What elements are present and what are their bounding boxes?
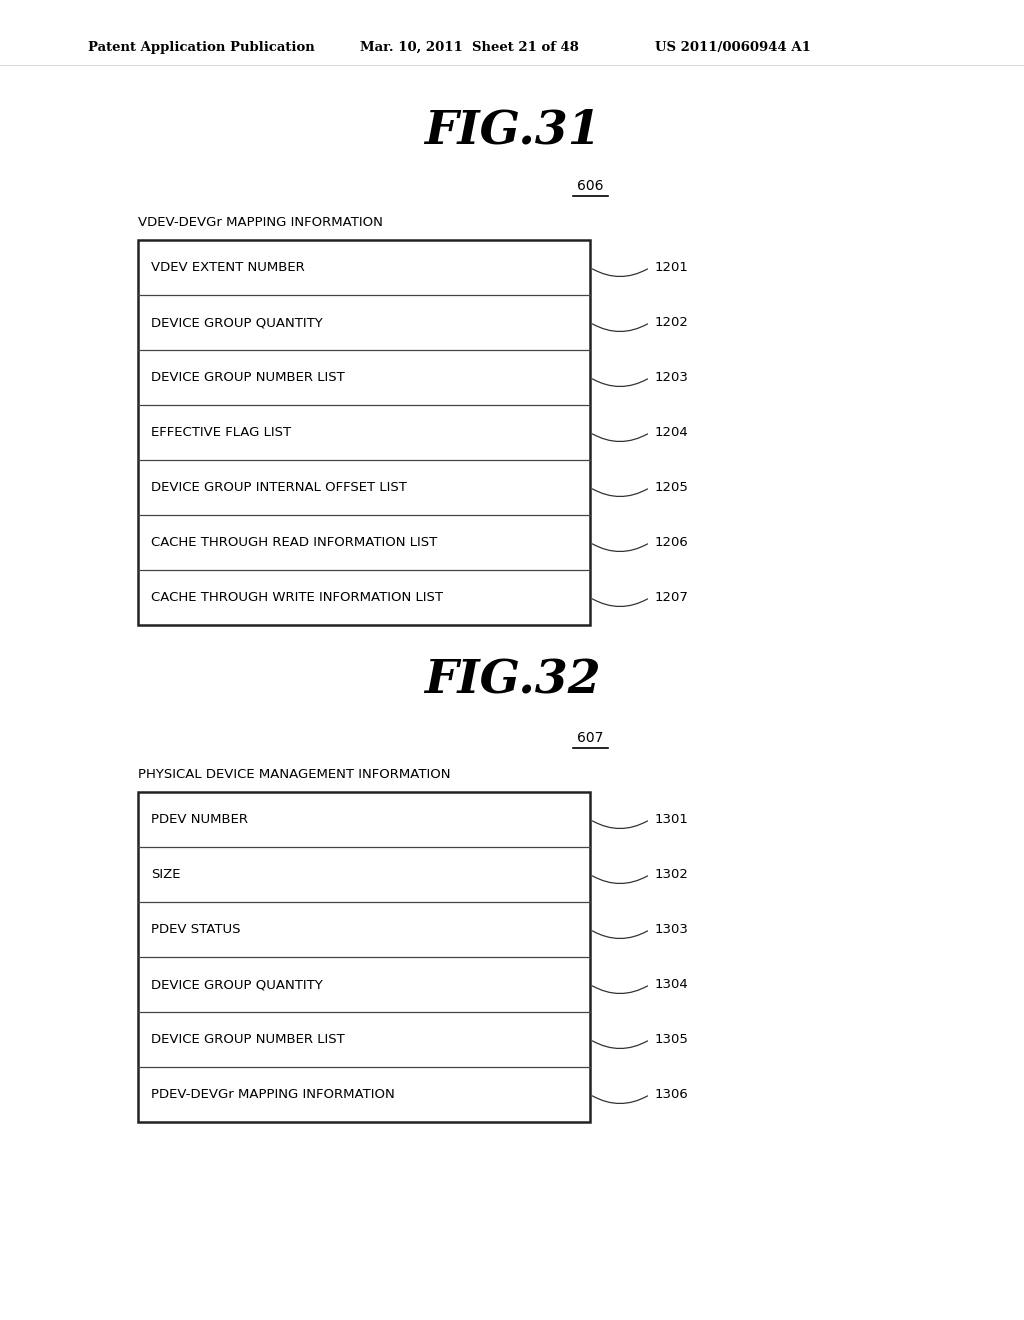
Text: 1205: 1205 xyxy=(655,480,689,494)
Text: 1201: 1201 xyxy=(655,261,689,275)
Text: 1202: 1202 xyxy=(655,315,689,329)
Text: PDEV-DEVGr MAPPING INFORMATION: PDEV-DEVGr MAPPING INFORMATION xyxy=(151,1088,394,1101)
Text: 1303: 1303 xyxy=(655,923,689,936)
Text: Mar. 10, 2011  Sheet 21 of 48: Mar. 10, 2011 Sheet 21 of 48 xyxy=(360,41,579,54)
Text: DEVICE GROUP QUANTITY: DEVICE GROUP QUANTITY xyxy=(151,978,323,991)
Text: 1203: 1203 xyxy=(655,371,689,384)
Text: 1206: 1206 xyxy=(655,536,689,549)
Text: PHYSICAL DEVICE MANAGEMENT INFORMATION: PHYSICAL DEVICE MANAGEMENT INFORMATION xyxy=(138,767,451,780)
Text: US 2011/0060944 A1: US 2011/0060944 A1 xyxy=(655,41,811,54)
Text: 607: 607 xyxy=(577,731,603,744)
Text: DEVICE GROUP NUMBER LIST: DEVICE GROUP NUMBER LIST xyxy=(151,1034,345,1045)
Bar xyxy=(138,792,590,1122)
Text: CACHE THROUGH READ INFORMATION LIST: CACHE THROUGH READ INFORMATION LIST xyxy=(151,536,437,549)
Text: DEVICE GROUP INTERNAL OFFSET LIST: DEVICE GROUP INTERNAL OFFSET LIST xyxy=(151,480,407,494)
Bar xyxy=(138,240,590,624)
Text: PDEV STATUS: PDEV STATUS xyxy=(151,923,241,936)
Text: 606: 606 xyxy=(577,180,603,193)
Text: Patent Application Publication: Patent Application Publication xyxy=(88,41,314,54)
Text: FIG.32: FIG.32 xyxy=(424,657,600,704)
Text: VDEV EXTENT NUMBER: VDEV EXTENT NUMBER xyxy=(151,261,305,275)
Text: 1305: 1305 xyxy=(655,1034,689,1045)
Text: 1207: 1207 xyxy=(655,591,689,605)
Text: SIZE: SIZE xyxy=(151,869,180,880)
Text: 1302: 1302 xyxy=(655,869,689,880)
Text: PDEV NUMBER: PDEV NUMBER xyxy=(151,813,248,826)
Text: VDEV-DEVGr MAPPING INFORMATION: VDEV-DEVGr MAPPING INFORMATION xyxy=(138,215,383,228)
Text: CACHE THROUGH WRITE INFORMATION LIST: CACHE THROUGH WRITE INFORMATION LIST xyxy=(151,591,443,605)
Text: FIG.31: FIG.31 xyxy=(424,107,600,153)
Text: DEVICE GROUP QUANTITY: DEVICE GROUP QUANTITY xyxy=(151,315,323,329)
Text: DEVICE GROUP NUMBER LIST: DEVICE GROUP NUMBER LIST xyxy=(151,371,345,384)
Text: EFFECTIVE FLAG LIST: EFFECTIVE FLAG LIST xyxy=(151,426,291,440)
Text: 1306: 1306 xyxy=(655,1088,689,1101)
Text: 1204: 1204 xyxy=(655,426,689,440)
Text: 1301: 1301 xyxy=(655,813,689,826)
Text: 1304: 1304 xyxy=(655,978,689,991)
